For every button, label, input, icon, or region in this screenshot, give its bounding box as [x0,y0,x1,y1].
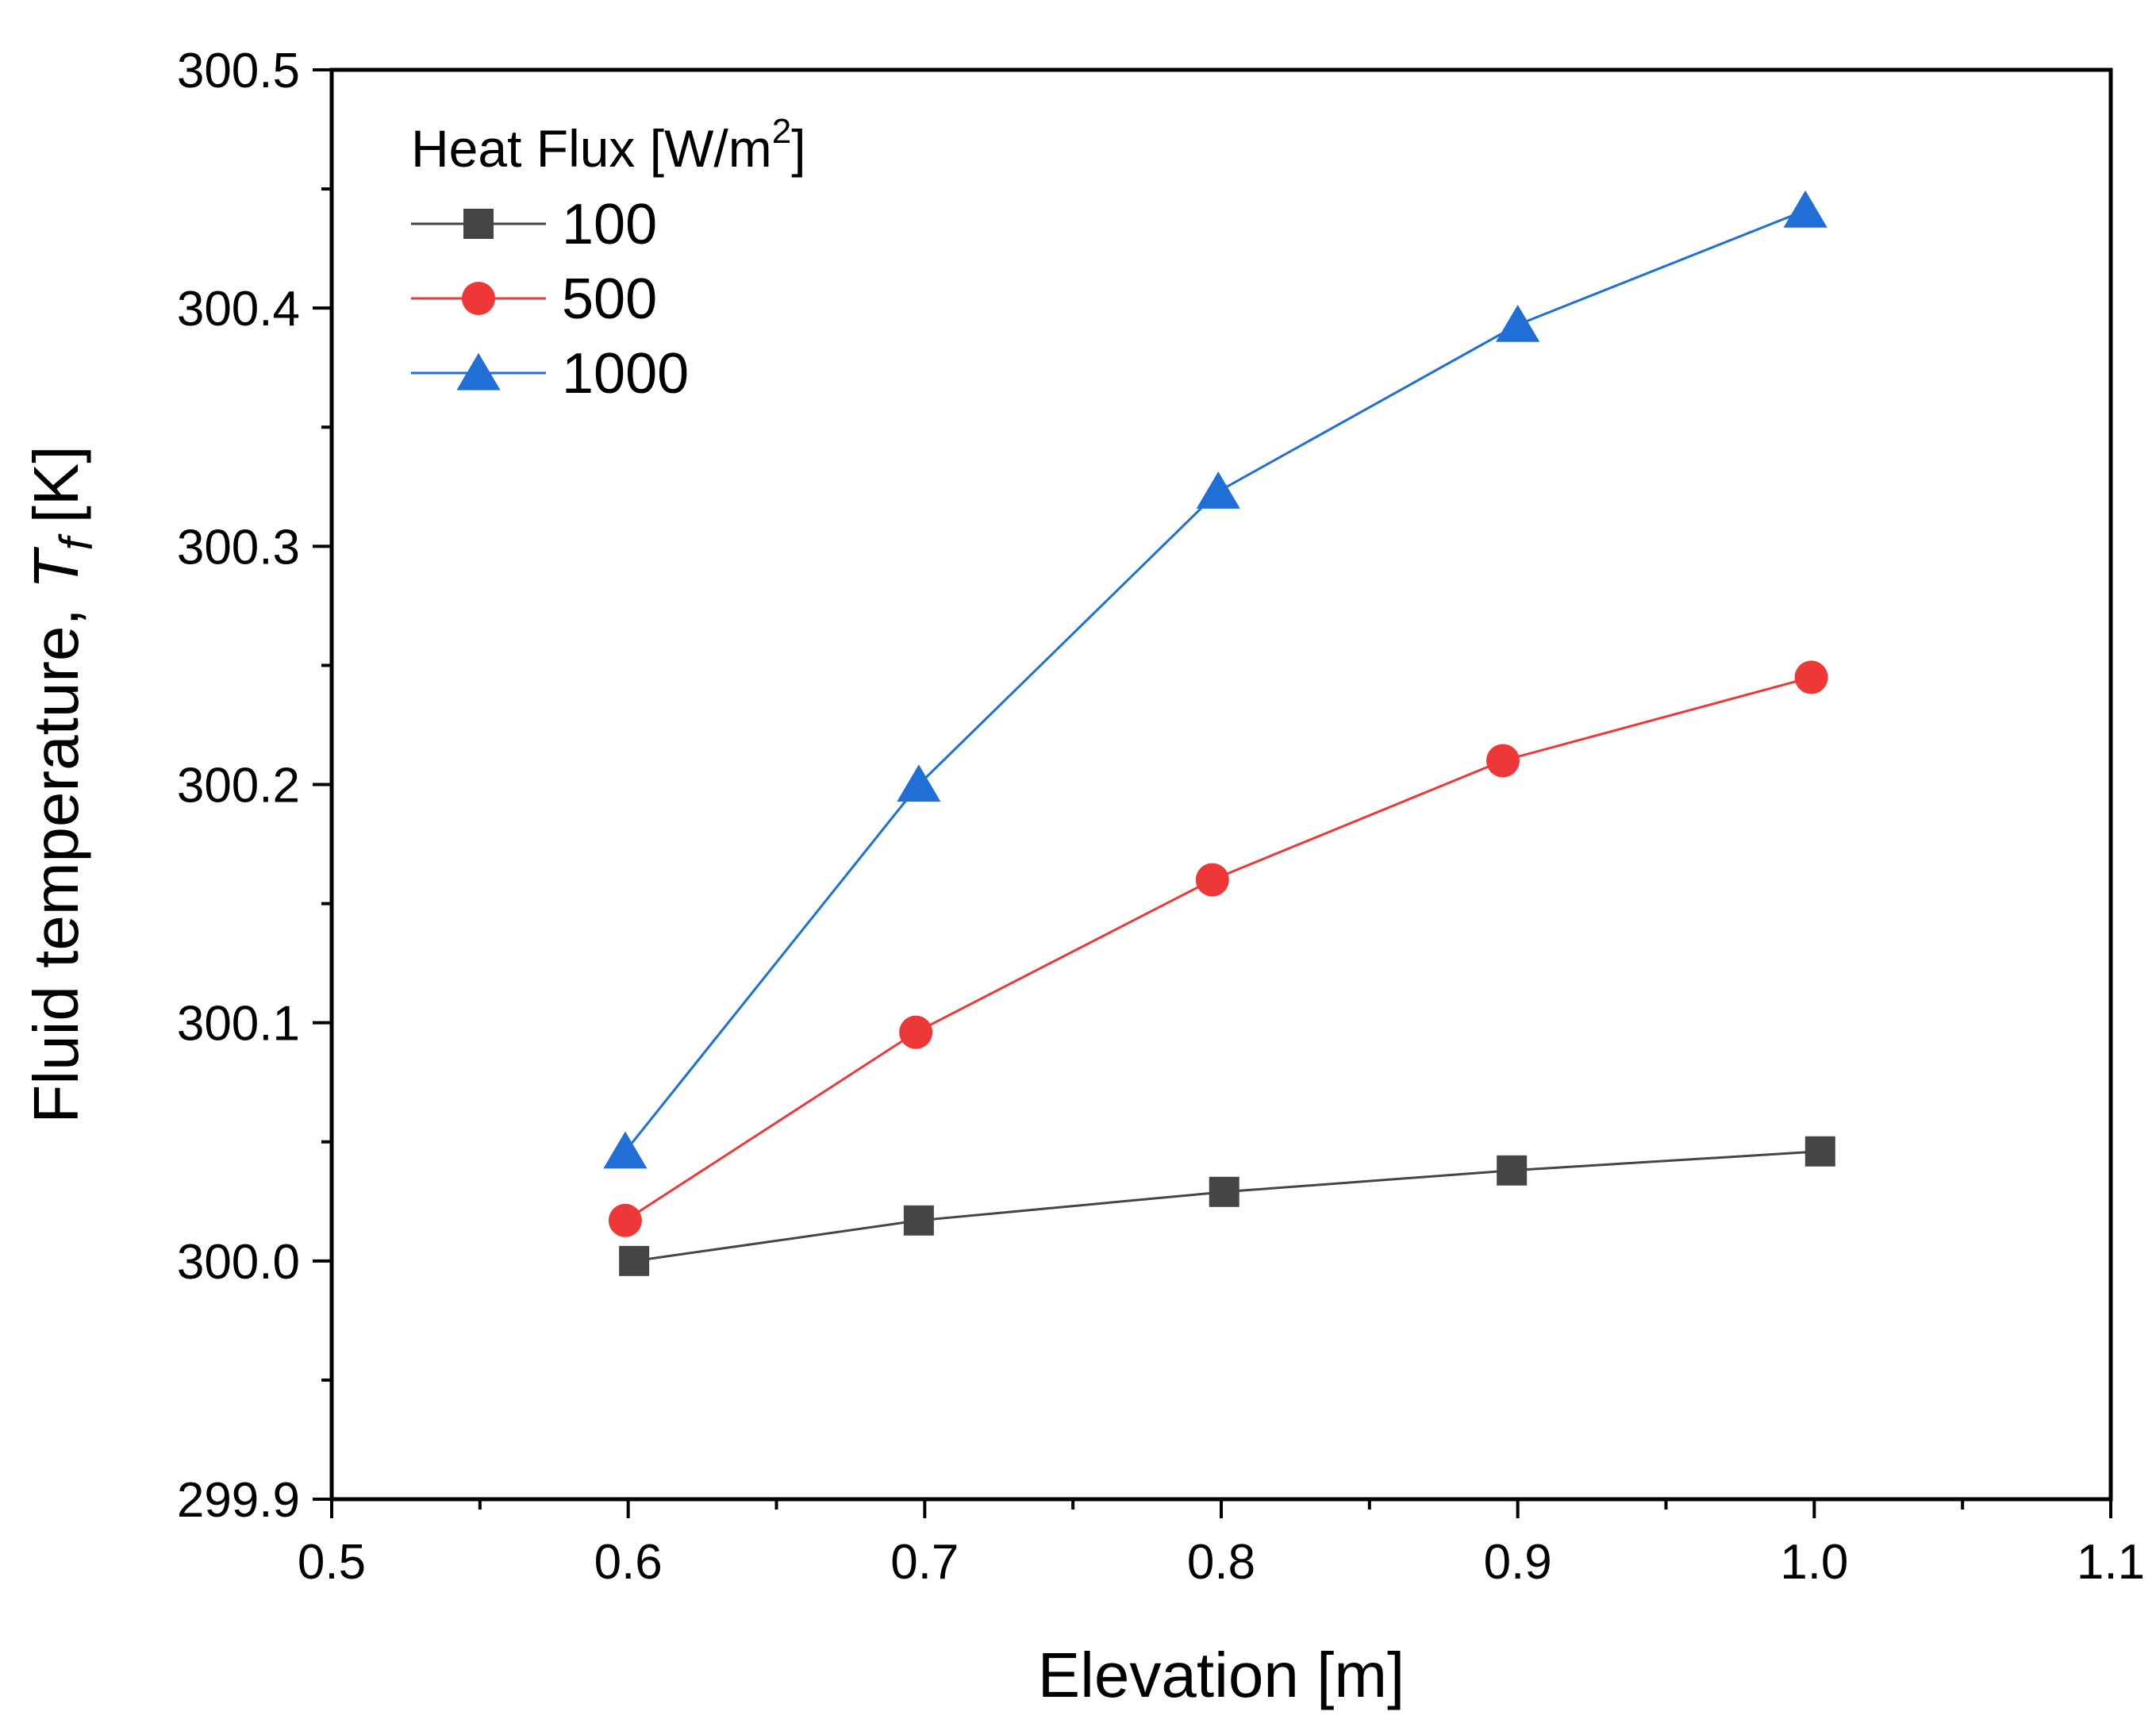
legend-label: 500 [562,267,657,331]
series-100 [619,1136,1835,1276]
legend-label: 100 [562,193,657,256]
data-point [1783,190,1827,228]
legend-title: Heat Flux [W/m2] [411,112,806,178]
series-500 [608,660,1828,1237]
legend-label: 1000 [562,342,689,406]
x-tick-label: 0.9 [1484,1535,1552,1590]
data-point [1196,471,1240,509]
legend-entry-500: 500 [411,267,657,331]
data-point [897,764,941,802]
data-point [603,1131,648,1169]
y-axis-title-symbol: T [21,546,91,589]
data-point [619,1245,650,1276]
y-tick-label: 300.1 [177,997,300,1052]
legend: Heat Flux [W/m2] 100 500 1000 [411,112,806,406]
data-point [1485,744,1520,778]
data-point [1496,304,1540,342]
y-axis-title-unit: [K] [21,446,91,524]
y-tick-label: 300.3 [177,520,300,575]
legend-marker [462,282,495,315]
data-point [1497,1155,1528,1186]
x-axis-ticks: 0.5 0.6 0.7 0.8 0.9 1.0 1.1 [298,1499,2145,1590]
y-tick-label: 300.0 [177,1235,300,1290]
y-axis-title: Fluid temperature,Tf[K] [21,446,102,1124]
x-tick-label: 1.1 [2077,1535,2145,1590]
legend-entries: 100 500 1000 [411,193,689,406]
data-point [1794,660,1828,694]
legend-title-superscript: 2 [772,112,791,151]
x-tick-label: 1.0 [1780,1535,1848,1590]
series-layer [603,190,1835,1276]
series-1000 [603,190,1827,1169]
legend-marker [456,352,501,390]
data-point [608,1203,642,1237]
x-axis-title: Elevation [m] [1038,1640,1405,1710]
x-tick-label: 0.6 [594,1535,663,1590]
legend-entry-1000: 1000 [411,342,689,406]
x-tick-label: 0.8 [1187,1535,1255,1590]
data-point [899,1015,933,1049]
legend-title-suffix: ] [791,119,805,178]
data-point [903,1205,934,1236]
y-tick-label: 300.4 [177,282,300,337]
y-tick-label: 299.9 [177,1473,300,1528]
data-point [1195,863,1229,897]
y-tick-label: 300.2 [177,759,300,813]
y-tick-label: 300.5 [177,44,300,98]
data-point [1804,1136,1835,1167]
y-axis-title-text: Fluid temperature, [21,608,91,1123]
legend-entry-100: 100 [411,193,657,256]
data-point [1209,1176,1239,1207]
legend-title-text: Heat Flux [W/m [411,119,772,178]
x-tick-label: 0.5 [298,1535,366,1590]
y-axis-ticks: 299.9 300.0 300.1 300.2 300.3 300.4 300.5 [177,44,332,1528]
x-tick-label: 0.7 [890,1535,959,1590]
legend-marker [463,209,494,239]
